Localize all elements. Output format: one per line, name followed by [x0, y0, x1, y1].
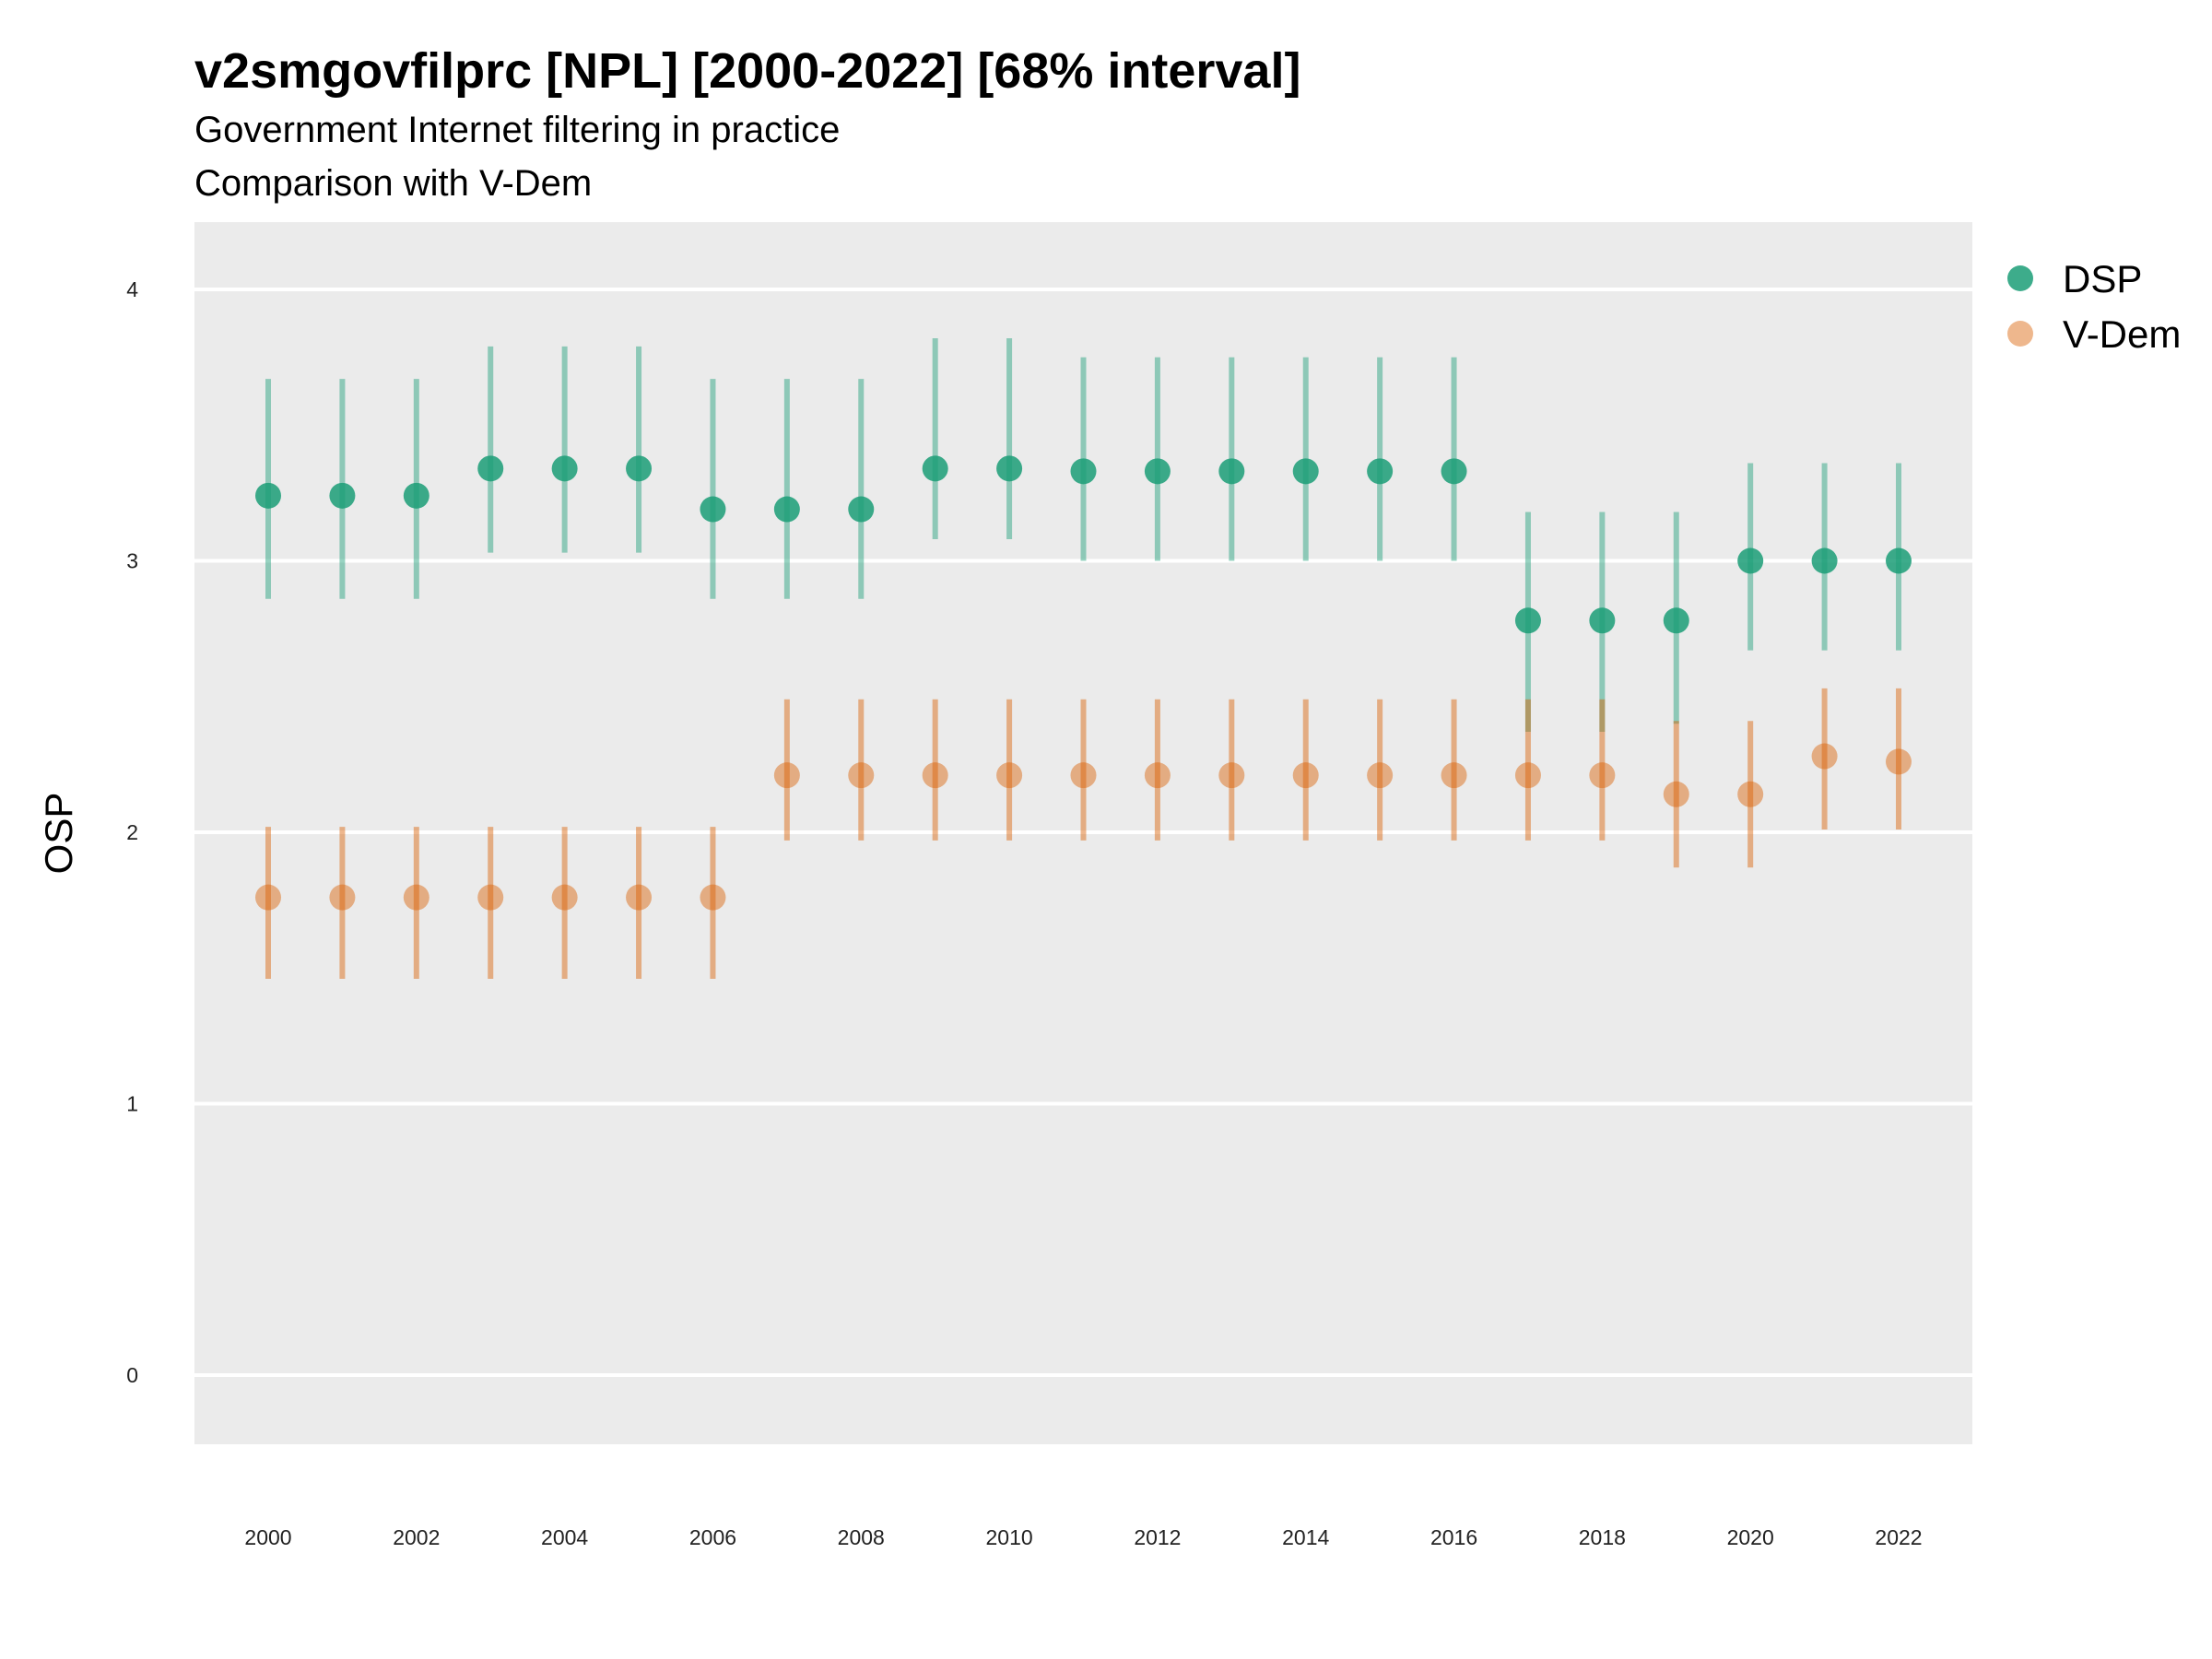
v-dem-point — [700, 884, 726, 911]
v-dem-point — [403, 884, 429, 911]
chart-caption: Comparison with V-Dem — [194, 163, 592, 204]
v-dem-point — [1737, 781, 1764, 807]
x-tick-label: 2006 — [689, 1525, 736, 1549]
dsp-point — [1514, 607, 1541, 634]
v-dem-point — [1589, 762, 1616, 789]
dsp-point — [1589, 607, 1616, 634]
dsp-point — [922, 455, 948, 482]
x-tick-label: 2022 — [1875, 1525, 1922, 1549]
dsp-point — [700, 496, 726, 523]
dsp-point — [773, 496, 800, 523]
x-tick-label: 2012 — [1134, 1525, 1181, 1549]
dsp-point — [1886, 547, 1912, 574]
dsp-point — [1367, 458, 1394, 485]
legend-key-dsp — [2007, 265, 2033, 291]
v-dem-point — [1292, 762, 1319, 789]
chart-subtitle: Government Internet filtering in practic… — [194, 110, 840, 150]
v-dem-point — [922, 762, 948, 789]
v-dem-point — [773, 762, 800, 789]
dsp-point — [1737, 547, 1764, 574]
dsp-point — [1292, 458, 1319, 485]
v-dem-point — [477, 884, 504, 911]
v-dem-point — [1441, 762, 1467, 789]
legend-label-v-dem: V-Dem — [2063, 312, 2181, 356]
dsp-point — [848, 496, 875, 523]
dsp-point — [626, 455, 653, 482]
x-tick-label: 2014 — [1282, 1525, 1329, 1549]
dsp-point — [329, 482, 356, 509]
v-dem-point — [329, 884, 356, 911]
dsp-point — [255, 482, 281, 509]
x-tick-label: 2016 — [1430, 1525, 1477, 1549]
dsp-point — [1070, 458, 1097, 485]
y-tick-label: 4 — [126, 277, 138, 301]
v-dem-point — [848, 762, 875, 789]
dsp-point — [1218, 458, 1245, 485]
v-dem-point — [255, 884, 281, 911]
legend-label-dsp: DSP — [2063, 257, 2142, 300]
y-axis-label: OSP — [37, 793, 80, 875]
dsp-point — [996, 455, 1023, 482]
v-dem-point — [1367, 762, 1394, 789]
dsp-point — [1441, 458, 1467, 485]
v-dem-point — [551, 884, 578, 911]
y-tick-label: 0 — [126, 1363, 138, 1387]
x-tick-label: 2020 — [1727, 1525, 1774, 1549]
y-tick-label: 3 — [126, 549, 138, 573]
dsp-point — [551, 455, 578, 482]
v-dem-point — [626, 884, 653, 911]
y-tick-label: 2 — [126, 820, 138, 844]
x-tick-label: 2008 — [838, 1525, 885, 1549]
dsp-point — [1144, 458, 1171, 485]
v-dem-point — [1514, 762, 1541, 789]
v-dem-point — [1663, 781, 1689, 807]
x-tick-label: 2004 — [541, 1525, 588, 1549]
dsp-point — [477, 455, 504, 482]
x-tick-label: 2002 — [393, 1525, 440, 1549]
v-dem-point — [1218, 762, 1245, 789]
chart-title: v2smgovfilprc [NPL] [2000-2022] [68% int… — [194, 43, 1300, 99]
legend-key-v-dem — [2007, 321, 2033, 347]
y-tick-label: 1 — [126, 1092, 138, 1116]
dsp-point — [1811, 547, 1838, 574]
x-tick-label: 2018 — [1579, 1525, 1626, 1549]
legend: DSP V-Dem — [2007, 257, 2181, 356]
v-dem-point — [996, 762, 1023, 789]
x-tick-label: 2000 — [244, 1525, 291, 1549]
dsp-point — [1663, 607, 1689, 634]
x-tick-label: 2010 — [986, 1525, 1033, 1549]
v-dem-point — [1886, 748, 1912, 775]
dsp-point — [403, 482, 429, 509]
v-dem-point — [1811, 743, 1838, 770]
v-dem-point — [1144, 762, 1171, 789]
v-dem-point — [1070, 762, 1097, 789]
